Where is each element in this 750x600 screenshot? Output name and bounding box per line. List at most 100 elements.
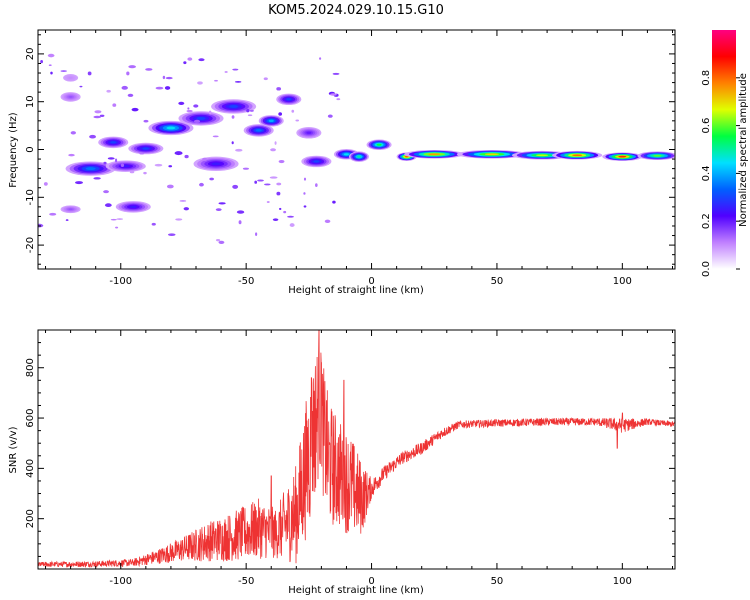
spectrogram-speck: [224, 71, 228, 73]
spectrogram-speck: [276, 87, 282, 91]
spectrogram-speck: [127, 93, 134, 97]
spectrogram-speck: [65, 219, 69, 222]
spectrogram-speck: [143, 171, 147, 175]
spectrogram-speck: [75, 181, 83, 185]
spectrogram-speck: [332, 200, 336, 204]
spectrogram-x-label: Height of straight line (km): [288, 285, 424, 296]
y-tick-label: 200: [25, 509, 36, 528]
spectrogram-speck: [155, 86, 164, 90]
spectrogram-speck: [93, 177, 101, 180]
colorbar-gradient: [712, 30, 736, 269]
figure-title: KOM5.2024.029.10.15.G10: [268, 3, 444, 18]
spectrogram-speck: [114, 158, 118, 163]
spectrogram-cell: [343, 153, 349, 156]
spectrogram-speck: [266, 201, 270, 203]
spectrogram-speck: [120, 163, 125, 167]
spectrogram-speck: [47, 53, 55, 58]
spectrogram-marks: [38, 53, 675, 244]
spectrogram-cell: [211, 162, 221, 166]
spectrogram-speck: [165, 76, 173, 80]
spectrogram-speck: [79, 85, 83, 88]
spectrogram-speck: [263, 77, 268, 81]
x-tick-label: -100: [109, 276, 132, 287]
spectrogram-speck: [199, 182, 204, 187]
y-tick-label: -20: [25, 237, 36, 253]
spectrogram-speck: [187, 107, 190, 110]
spectrogram-cell: [268, 119, 274, 122]
spectrogram-speck: [87, 71, 92, 76]
spectrogram-speck: [276, 182, 282, 186]
spectrogram-speck: [179, 200, 187, 202]
spectrogram-speck: [269, 176, 278, 179]
spectrogram-cell: [536, 154, 549, 157]
spectrogram-speck: [166, 184, 174, 189]
spectrogram-speck: [231, 141, 234, 145]
spectrogram-speck: [99, 114, 105, 117]
spectrogram-speck: [295, 119, 300, 122]
spectrogram-cell: [653, 154, 662, 157]
spectrogram-speck: [164, 86, 171, 90]
spectrogram-speck: [336, 98, 341, 101]
spectrogram-speck: [289, 223, 295, 227]
spectrogram-speck: [270, 148, 276, 152]
spectrogram-speck: [278, 159, 285, 164]
spectrogram-speck: [218, 202, 226, 205]
spectrogram-x-ticks: -100 -50 0 50 100: [45, 30, 673, 287]
spectrogram-speck: [107, 157, 115, 160]
spectrogram-speck: [202, 157, 208, 161]
x-tick-label: 50: [491, 276, 504, 287]
spectrogram-speck: [93, 115, 102, 119]
spectrogram-speck: [209, 177, 214, 181]
spectrogram-speck: [184, 154, 189, 159]
y-tick-label: 0: [25, 146, 36, 152]
x-tick-label: -50: [238, 576, 254, 587]
snr-frame: [37, 329, 676, 570]
spectrogram-speck: [257, 179, 264, 182]
snr-series-line: [38, 330, 675, 568]
spectrogram-speck: [232, 184, 239, 189]
x-tick-label: 100: [613, 576, 632, 587]
spectrogram-speck: [254, 180, 258, 184]
spectrogram-speck: [116, 218, 124, 220]
spectrogram-speck: [154, 163, 163, 167]
spectrogram-speck: [303, 205, 307, 208]
snr-x-label: Height of straight line (km): [288, 585, 424, 596]
spectrogram-speck: [283, 210, 287, 214]
x-tick-label: -50: [238, 276, 254, 287]
spectrogram-cell: [255, 129, 262, 132]
spectrogram-cell: [196, 116, 206, 120]
snr-x-ticks: -100 -50 0 50 100: [45, 330, 673, 587]
colorbar-tick-label: 0.0: [701, 261, 712, 277]
spectrogram-speck: [94, 110, 102, 114]
spectrogram-speck: [43, 182, 48, 186]
spectrogram-speck: [264, 183, 271, 186]
colorbar-label: Normalized spectral amplitude: [738, 73, 749, 227]
x-tick-label: -100: [109, 576, 132, 587]
colorbar-tick-label: 0.4: [701, 165, 712, 181]
spectrogram-speck: [303, 177, 307, 181]
spectrogram-cell: [69, 77, 73, 79]
spectrogram-speck: [126, 71, 130, 76]
spectrogram-y-label: Frequency (Hz): [8, 112, 19, 188]
spectrogram-cell: [142, 147, 150, 150]
spectrogram-cell: [229, 105, 239, 108]
snr-y-ticks: 200 400 600 800: [25, 329, 675, 570]
spectrogram-speck: [187, 57, 193, 61]
spectrogram-cell: [357, 155, 362, 158]
spectrogram-speck: [231, 115, 235, 119]
y-tick-label: 10: [25, 95, 36, 108]
spectrogram-speck: [50, 71, 53, 75]
spectrogram-speck: [167, 233, 176, 236]
spectrogram-speck: [327, 114, 333, 118]
spectrogram-cell: [484, 153, 499, 156]
spectrogram-speck: [208, 110, 212, 115]
spectrogram-speck: [272, 218, 279, 221]
spectrogram-cell: [286, 98, 292, 101]
spectrogram-speck: [198, 58, 205, 62]
spectrogram-speck: [139, 152, 145, 155]
spectrogram-speck: [274, 141, 277, 145]
spectrogram-speck: [291, 109, 295, 113]
y-tick-label: 600: [25, 409, 36, 428]
